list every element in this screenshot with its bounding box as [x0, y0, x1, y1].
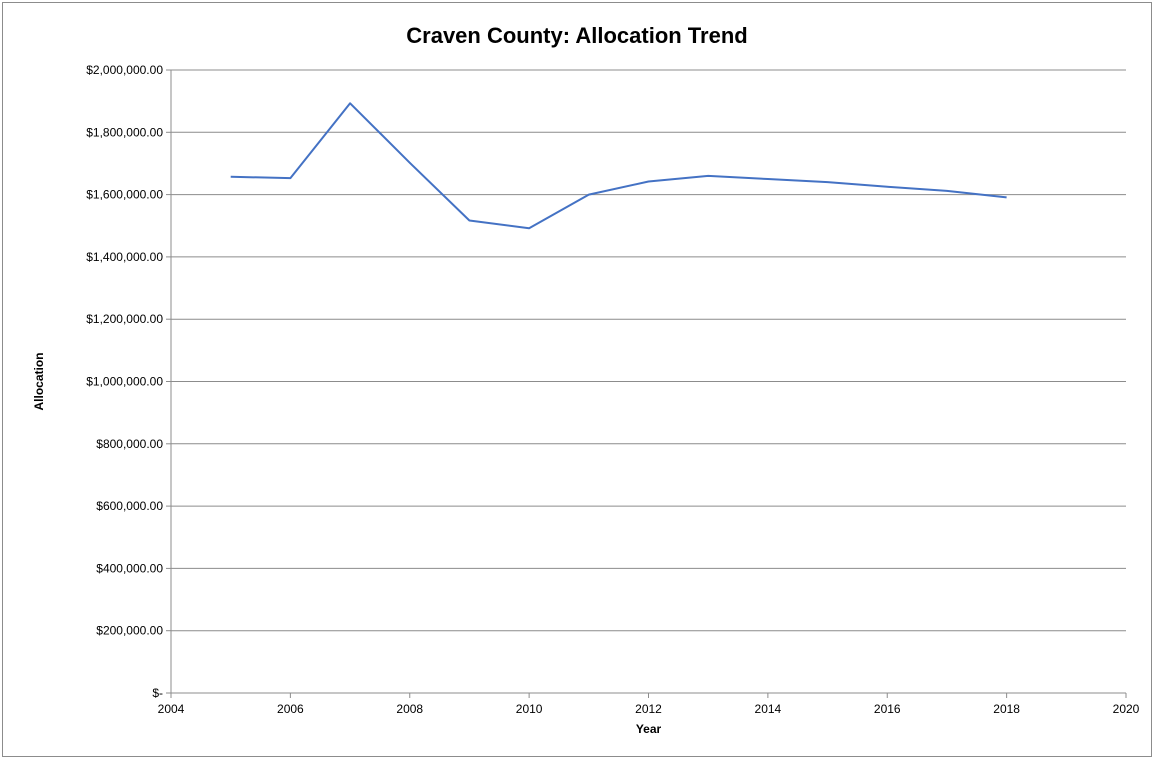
- y-tick-label: $1,200,000.00: [86, 312, 163, 326]
- x-tick-label: 2020: [1113, 702, 1140, 716]
- y-tick-label: $1,400,000.00: [86, 250, 163, 264]
- y-tick-label: $2,000,000.00: [86, 63, 163, 77]
- data-point: [648, 181, 650, 183]
- x-tick-label: 2014: [755, 702, 782, 716]
- y-tick-label: $800,000.00: [96, 437, 163, 451]
- y-tick-label: $200,000.00: [96, 624, 163, 638]
- data-point: [827, 181, 829, 183]
- x-tick-label: 2018: [993, 702, 1020, 716]
- data-point: [707, 175, 709, 177]
- y-tick-labels: $- $200,000.00 $400,000.00 $600,000.00 $800,…: [86, 63, 163, 700]
- data-point: [230, 176, 232, 178]
- x-tick-label: 2004: [158, 702, 185, 716]
- axes: [166, 69, 1127, 698]
- y-tick-label: $1,600,000.00: [86, 188, 163, 202]
- gridlines: [171, 69, 1126, 632]
- x-tick-label: 2006: [277, 702, 304, 716]
- data-point: [349, 102, 351, 104]
- y-tick-label: $1,000,000.00: [86, 375, 163, 389]
- y-tick-label: $1,800,000.00: [86, 125, 163, 139]
- y-tick-label: $400,000.00: [96, 561, 163, 575]
- x-tick-labels: 2004 2006 2008 2010 2012 2014 2016 2018 2020: [158, 702, 1140, 716]
- y-axis-title: Allocation: [32, 352, 46, 410]
- data-point: [289, 177, 291, 179]
- y-tick-label: $600,000.00: [96, 499, 163, 513]
- chart-title: Craven County: Allocation Trend: [406, 23, 747, 48]
- data-point: [946, 190, 948, 192]
- data-point: [767, 178, 769, 180]
- line-chart: Craven County: Allocation Trend $- $200,0…: [32, 23, 1140, 736]
- x-tick-label: 2016: [874, 702, 901, 716]
- series-group: [230, 102, 1008, 230]
- x-tick-label: 2012: [635, 702, 662, 716]
- data-point: [468, 219, 470, 221]
- data-point: [409, 162, 411, 164]
- x-tick-label: 2010: [516, 702, 543, 716]
- y-tick-label: $-: [152, 686, 163, 700]
- data-point: [528, 227, 530, 229]
- data-point: [1006, 196, 1008, 198]
- x-axis-title: Year: [636, 722, 662, 736]
- data-point: [588, 194, 590, 196]
- x-tick-label: 2008: [396, 702, 423, 716]
- data-point: [886, 186, 888, 188]
- series-line: [230, 102, 1007, 230]
